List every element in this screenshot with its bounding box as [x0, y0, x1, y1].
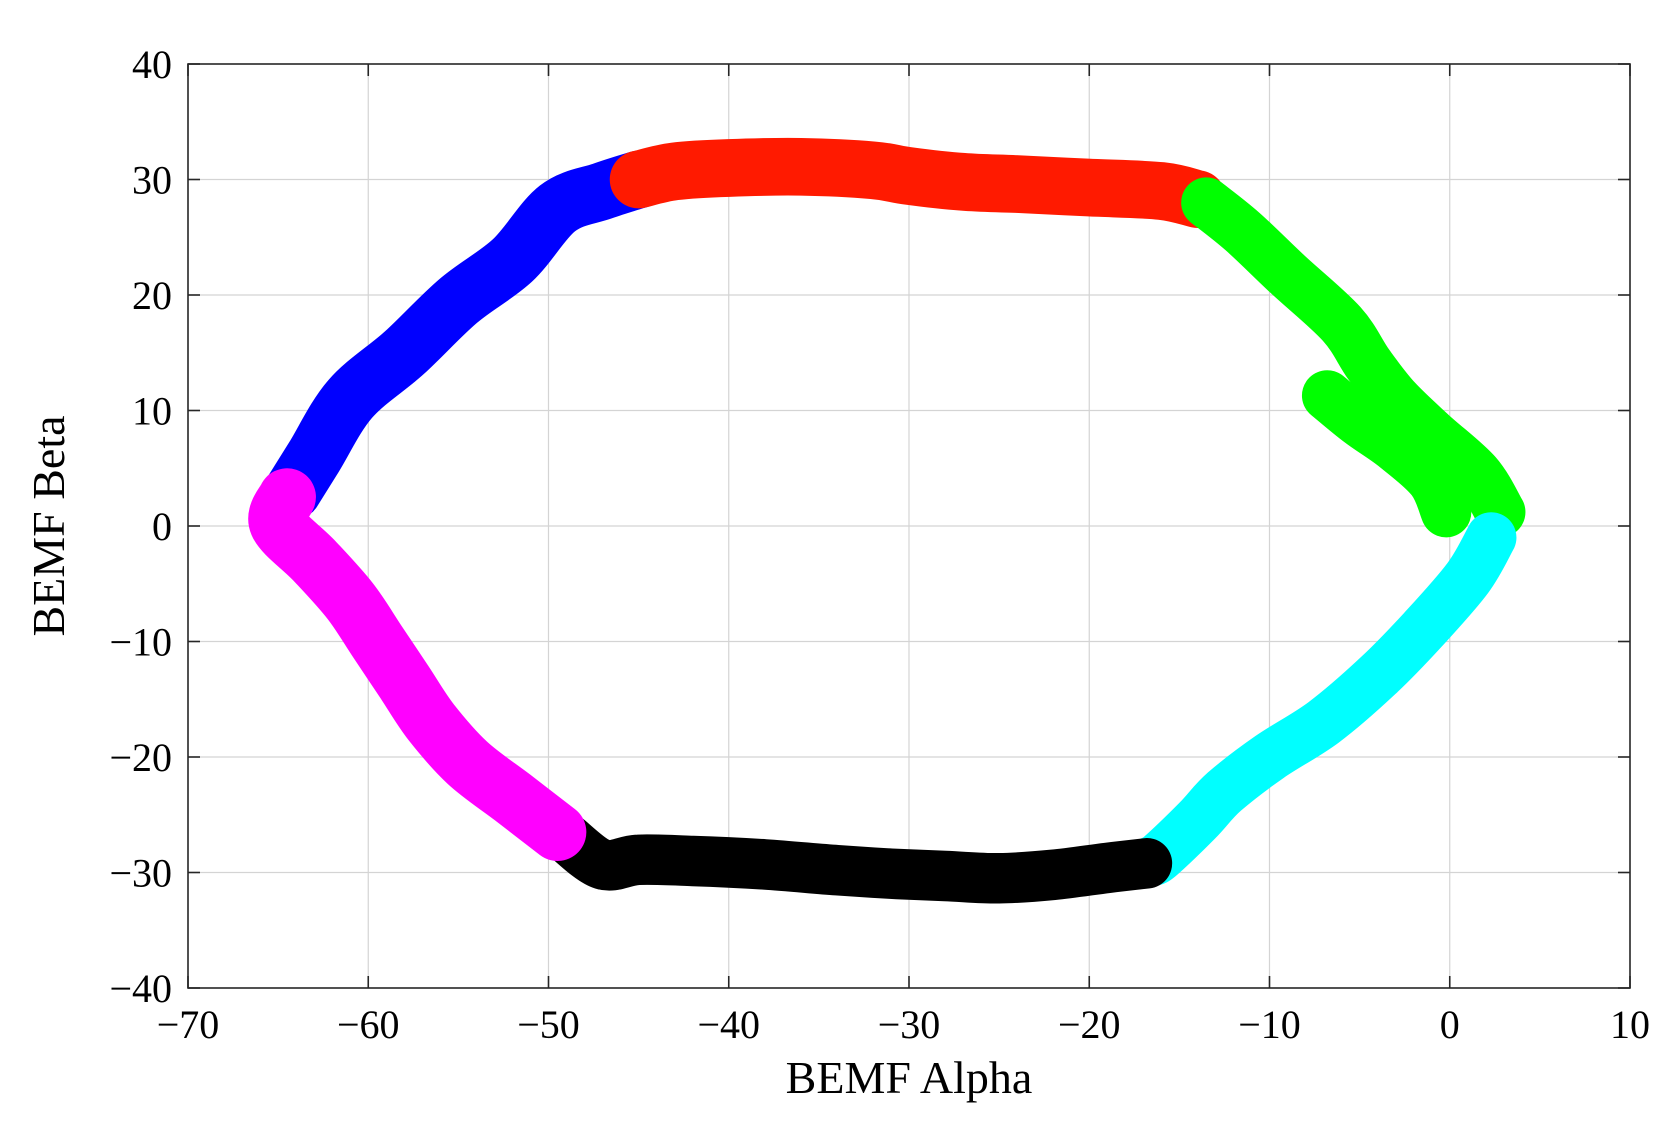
y-tick-label: 0	[152, 504, 172, 549]
plot-area	[248, 137, 1526, 904]
y-tick-label: −40	[109, 966, 172, 1011]
y-tick-label: 10	[132, 389, 172, 434]
trace-segment-5	[1127, 512, 1517, 887]
y-tick-label: 20	[132, 273, 172, 318]
y-axis-label: BEMF Beta	[23, 415, 74, 636]
x-tick-label: −30	[878, 1002, 941, 1047]
x-axis-tick-labels: −70 −60 −50 −40 −30 −20 −10 0 10	[157, 1002, 1650, 1047]
x-tick-label: −70	[157, 1002, 220, 1047]
trace-segment-1	[263, 150, 668, 521]
x-tick-label: −10	[1238, 1002, 1301, 1047]
x-axis-label: BEMF Alpha	[786, 1052, 1033, 1103]
y-tick-label: −20	[109, 735, 172, 780]
x-tick-label: −60	[337, 1002, 400, 1047]
tick-marks	[187, 63, 1631, 989]
trace-segment-3	[1181, 177, 1526, 538]
y-tick-label: −10	[109, 620, 172, 665]
trace-segment-4	[1301, 370, 1472, 538]
trace-segment-7	[248, 468, 587, 861]
x-tick-label: −40	[697, 1002, 760, 1047]
trace-segment-6	[541, 812, 1173, 904]
x-tick-label: −50	[517, 1002, 580, 1047]
y-axis-tick-labels: −40 −30 −20 −10 0 10 20 30 40	[109, 42, 172, 1011]
y-tick-label: −30	[109, 851, 172, 896]
y-tick-label: 30	[132, 158, 172, 203]
x-tick-label: 10	[1610, 1002, 1650, 1047]
trace-segment-2	[609, 137, 1227, 228]
x-tick-label: 0	[1440, 1002, 1460, 1047]
y-tick-label: 40	[132, 42, 172, 87]
x-tick-label: −20	[1058, 1002, 1121, 1047]
